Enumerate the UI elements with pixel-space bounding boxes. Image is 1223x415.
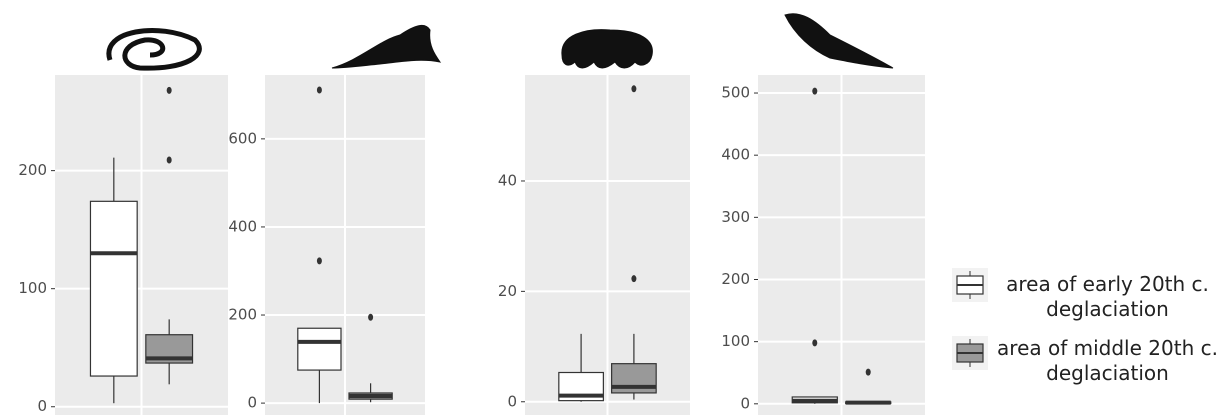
y-tick-label: 0 [507, 392, 517, 410]
y-tick-label: 0 [247, 394, 257, 412]
icons [109, 14, 893, 68]
y-tick-label: 600 [228, 129, 257, 147]
icon-collembola [785, 14, 893, 68]
outlier [812, 88, 817, 95]
outlier [631, 275, 636, 282]
icon-tardigrade [562, 30, 652, 68]
y-tick-label: 100 [721, 332, 750, 350]
icon-nematode [109, 30, 199, 68]
outlier [368, 314, 373, 321]
legend-label: area of early 20th c. deglaciation [995, 272, 1220, 322]
y-tick-label: 200 [228, 306, 257, 324]
outlier [812, 339, 817, 346]
icon-rotifer [332, 25, 440, 68]
box [298, 328, 341, 370]
outlier [631, 85, 636, 92]
y-tick-label: 40 [498, 171, 517, 189]
page: 01002000200400600020400100200300400500 a… [0, 0, 1223, 415]
y-tick-label: 400 [228, 217, 257, 235]
y-tick-label: 0 [740, 394, 750, 412]
box [90, 201, 137, 376]
outlier [317, 257, 322, 264]
y-tick-label: 20 [498, 282, 517, 300]
y-tick-label: 400 [721, 146, 750, 164]
y-tick-label: 0 [37, 397, 47, 415]
y-tick-label: 500 [721, 84, 750, 102]
y-tick-label: 200 [721, 270, 750, 288]
y-tick-label: 200 [18, 161, 47, 179]
legend-label: area of middle 20th c. deglaciation [995, 336, 1220, 386]
y-tick-label: 100 [18, 279, 47, 297]
outlier [167, 157, 172, 164]
outlier [866, 369, 871, 376]
y-tick-label: 300 [721, 208, 750, 226]
outlier [317, 86, 322, 93]
outlier [167, 87, 172, 94]
